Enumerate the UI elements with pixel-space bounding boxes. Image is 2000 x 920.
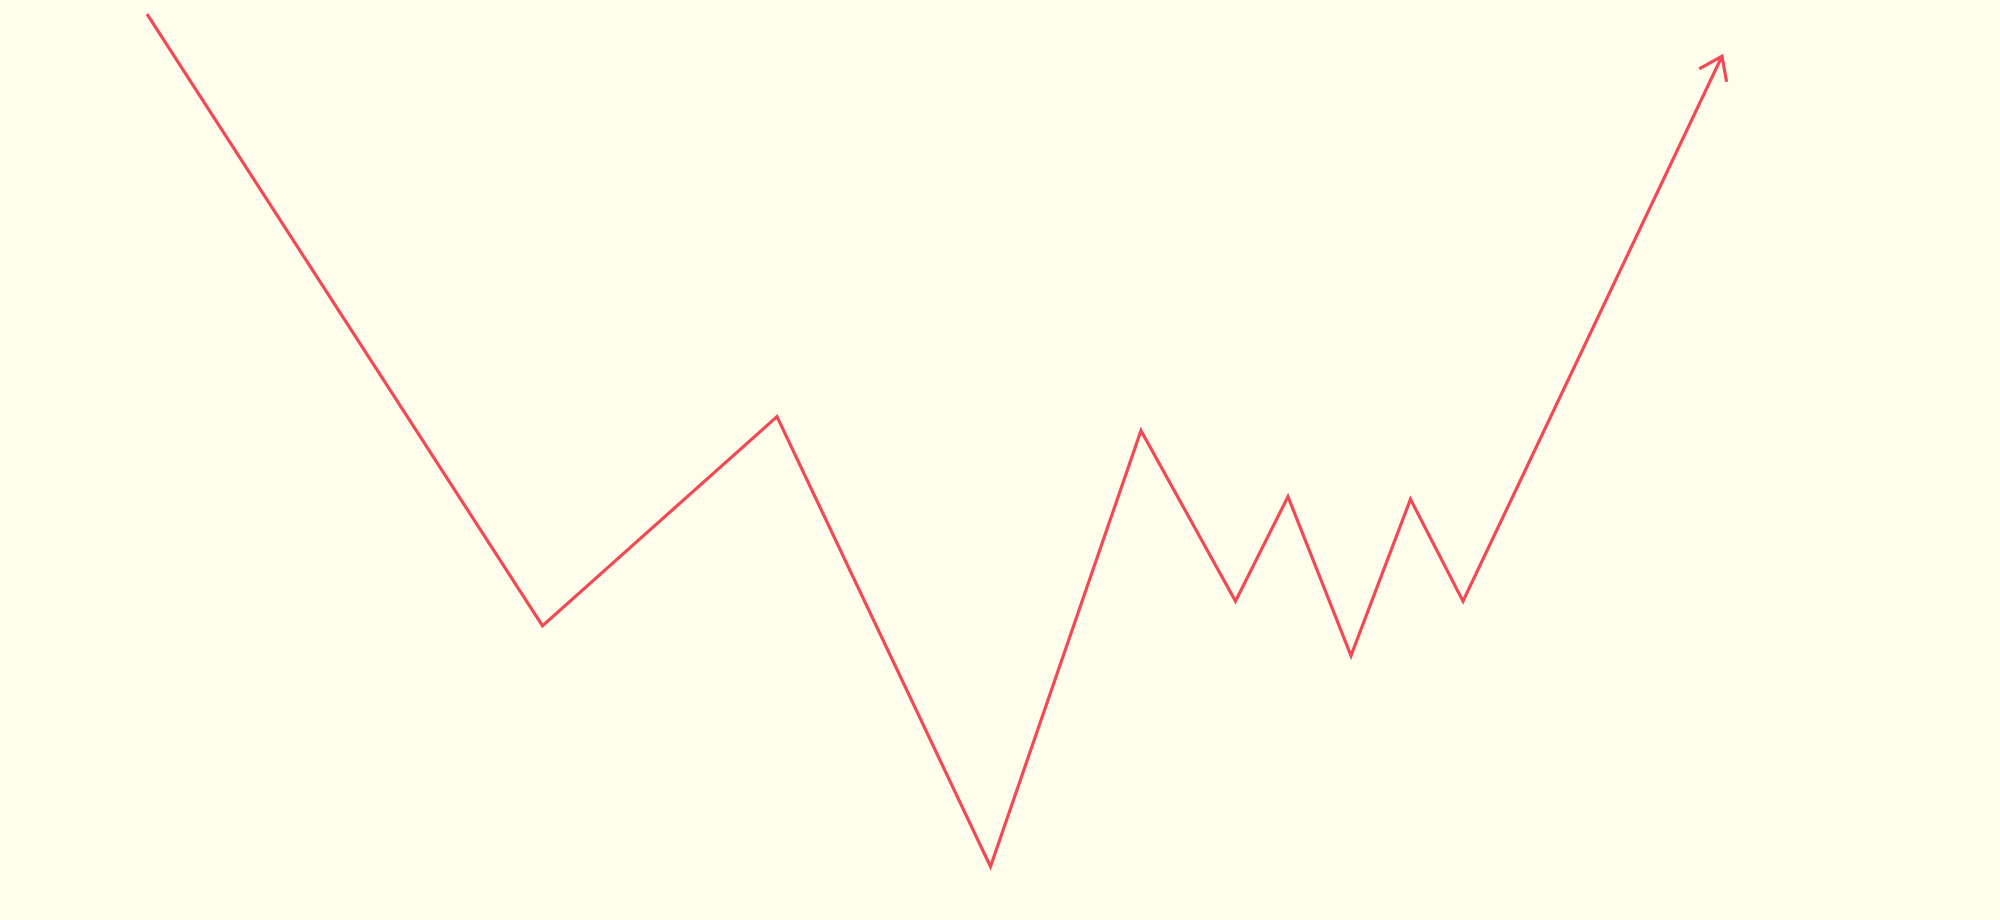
series-layer <box>145 13 1729 871</box>
series-line <box>145 13 1724 871</box>
arrow-head-icon <box>1698 53 1729 83</box>
